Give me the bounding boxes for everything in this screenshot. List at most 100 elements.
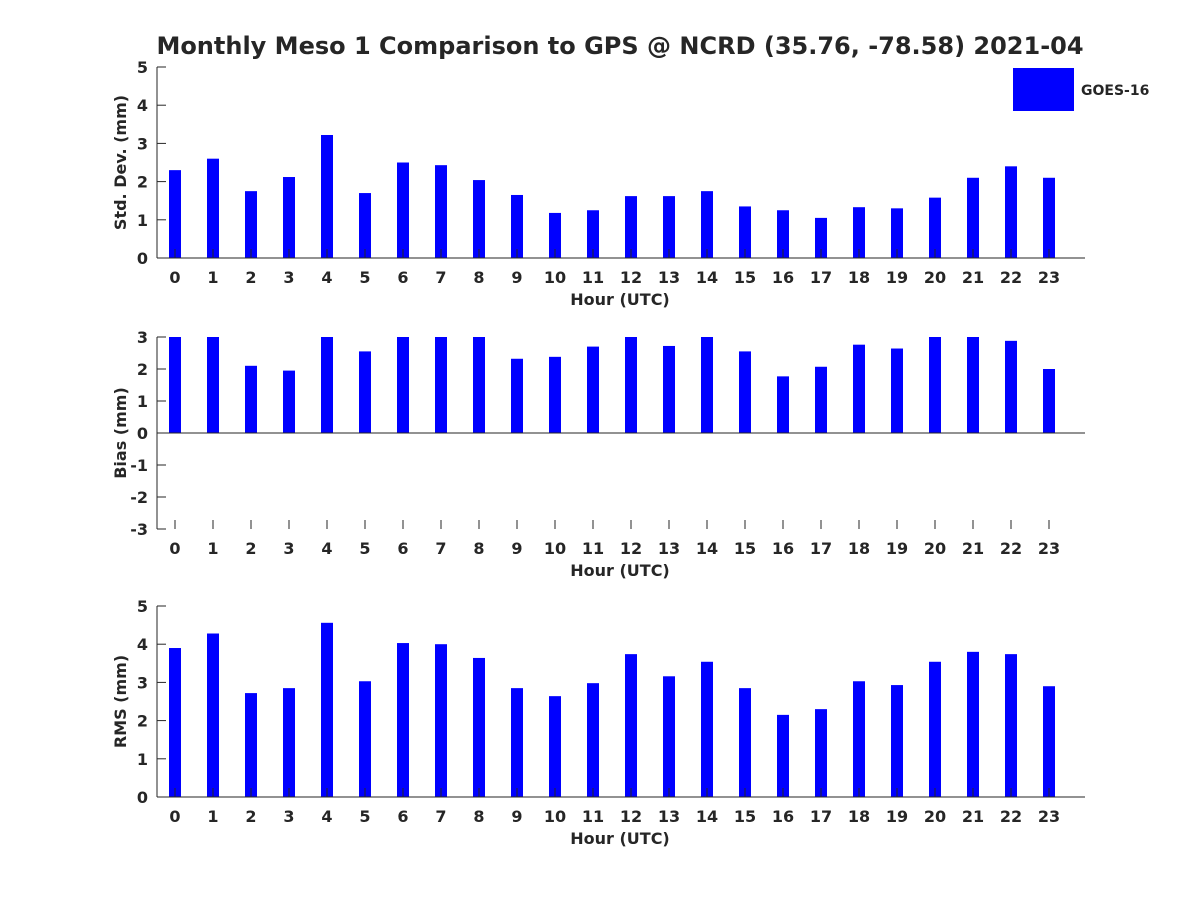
bar — [1043, 686, 1055, 797]
x-tick-label: 19 — [886, 807, 908, 826]
bar — [815, 217, 827, 258]
x-tick-label: 17 — [810, 807, 832, 826]
bar — [283, 177, 295, 258]
y-tick-label: 1 — [137, 750, 148, 769]
bar — [701, 191, 713, 258]
bar — [321, 622, 333, 797]
x-tick-label: 5 — [359, 268, 370, 287]
bar — [169, 648, 181, 797]
bar — [929, 337, 941, 433]
bar — [625, 337, 637, 433]
x-axis-label: Hour (UTC) — [570, 561, 670, 580]
bar — [245, 191, 257, 258]
x-tick-label: 13 — [658, 268, 680, 287]
x-tick-label: 18 — [848, 539, 870, 558]
bar — [169, 337, 181, 433]
bar — [663, 345, 675, 433]
x-axis-label: Hour (UTC) — [570, 829, 670, 848]
bar — [815, 709, 827, 797]
x-tick-label: 6 — [397, 807, 408, 826]
bar — [891, 208, 903, 258]
y-tick-label: 4 — [137, 96, 148, 115]
y-tick-label: 0 — [137, 424, 148, 443]
bar — [397, 643, 409, 797]
bar — [663, 676, 675, 797]
x-tick-label: 21 — [962, 268, 984, 287]
bar — [207, 337, 219, 433]
y-tick-label: 3 — [137, 328, 148, 347]
x-tick-label: 7 — [435, 539, 446, 558]
bar — [1005, 340, 1017, 433]
x-tick-label: 12 — [620, 539, 642, 558]
bar — [815, 366, 827, 433]
x-tick-label: 11 — [582, 539, 604, 558]
x-tick-label: 7 — [435, 268, 446, 287]
x-tick-label: 12 — [620, 807, 642, 826]
x-tick-label: 4 — [321, 539, 332, 558]
bar — [207, 158, 219, 258]
x-tick-label: 14 — [696, 807, 718, 826]
bar — [967, 177, 979, 258]
bar — [853, 344, 865, 433]
bar — [435, 644, 447, 797]
x-tick-label: 3 — [283, 268, 294, 287]
x-tick-label: 15 — [734, 268, 756, 287]
x-tick-label: 14 — [696, 539, 718, 558]
x-tick-label: 9 — [511, 268, 522, 287]
bar — [891, 348, 903, 433]
x-tick-label: 3 — [283, 807, 294, 826]
x-tick-label: 13 — [658, 539, 680, 558]
y-axis-label: Bias (mm) — [111, 387, 130, 479]
bar — [359, 351, 371, 433]
x-tick-label: 12 — [620, 268, 642, 287]
bar — [283, 688, 295, 797]
bar — [435, 165, 447, 258]
bar — [245, 693, 257, 797]
bar — [397, 162, 409, 258]
x-tick-label: 10 — [544, 807, 566, 826]
bar — [701, 661, 713, 797]
x-tick-label: 19 — [886, 268, 908, 287]
bar — [587, 346, 599, 433]
x-tick-label: 17 — [810, 268, 832, 287]
y-tick-label: 3 — [137, 673, 148, 692]
y-axis-label: RMS (mm) — [111, 655, 130, 748]
bar — [1043, 369, 1055, 433]
bar — [359, 681, 371, 797]
bar — [967, 651, 979, 797]
bar — [549, 212, 561, 258]
x-tick-label: 20 — [924, 807, 946, 826]
bar — [777, 714, 789, 797]
x-tick-label: 1 — [207, 539, 218, 558]
x-tick-label: 21 — [962, 807, 984, 826]
bar — [587, 683, 599, 797]
y-tick-label: -2 — [130, 488, 148, 507]
x-tick-label: 23 — [1038, 539, 1060, 558]
bar — [549, 356, 561, 433]
bar — [283, 370, 295, 433]
bar — [169, 170, 181, 258]
x-tick-label: 10 — [544, 539, 566, 558]
x-tick-label: 15 — [734, 539, 756, 558]
x-tick-label: 14 — [696, 268, 718, 287]
bar — [359, 193, 371, 258]
x-axis-label: Hour (UTC) — [570, 290, 670, 309]
legend-label: GOES-16 — [1081, 83, 1149, 99]
bar — [929, 661, 941, 797]
x-tick-label: 8 — [473, 807, 484, 826]
x-tick-label: 22 — [1000, 807, 1022, 826]
y-tick-label: 1 — [137, 392, 148, 411]
x-tick-label: 21 — [962, 539, 984, 558]
bar — [701, 337, 713, 433]
chart-title: Monthly Meso 1 Comparison to GPS @ NCRD … — [156, 32, 1083, 60]
legend: GOES-16 — [1013, 68, 1149, 111]
bar — [473, 180, 485, 258]
bar — [473, 337, 485, 433]
legend-swatch — [1013, 68, 1074, 111]
x-tick-label: 5 — [359, 807, 370, 826]
x-tick-label: 19 — [886, 539, 908, 558]
